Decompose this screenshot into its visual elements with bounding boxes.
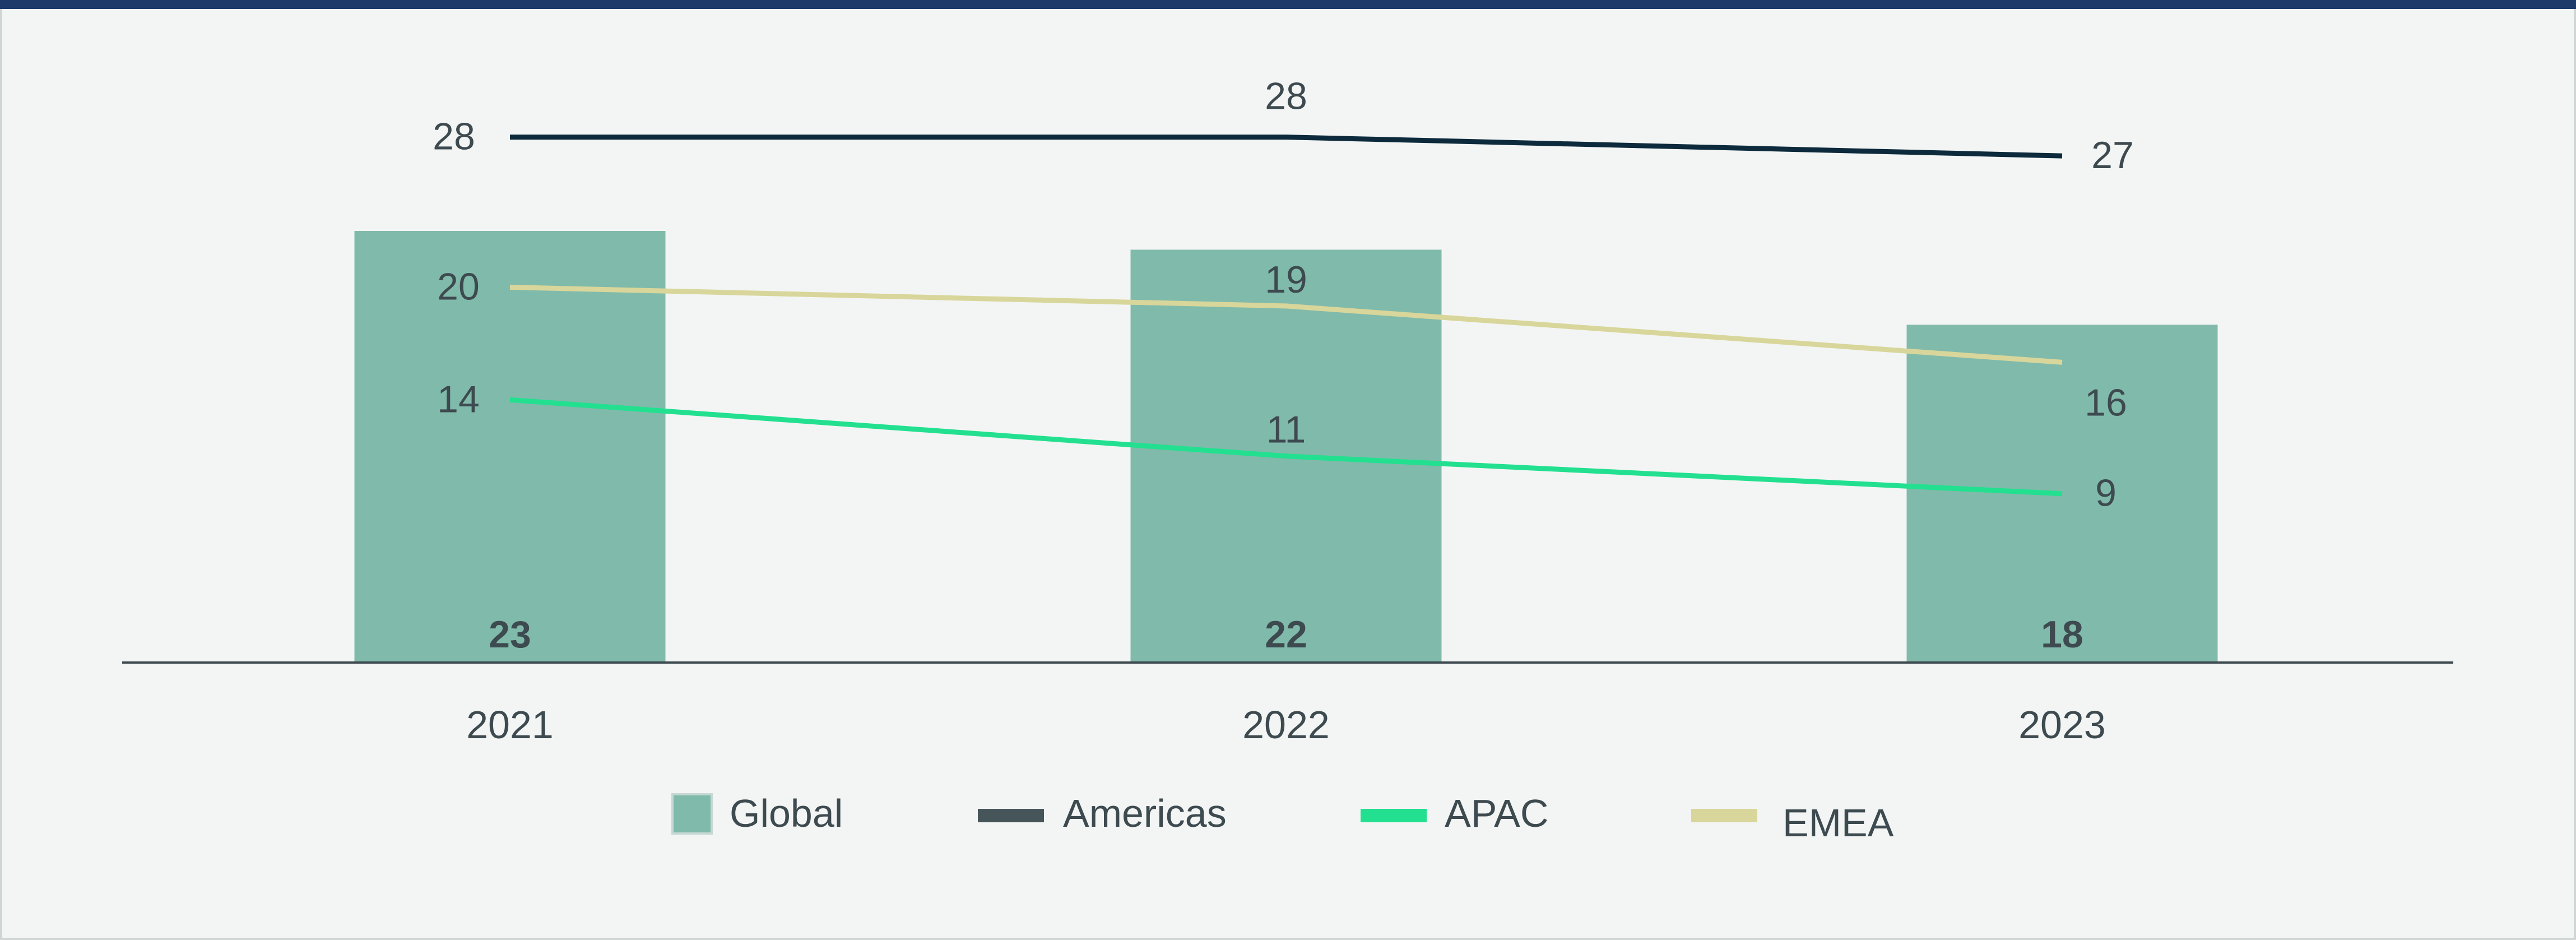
legend-label-global: Global — [730, 791, 843, 835]
line-value-label-apac: 11 — [1266, 409, 1306, 451]
legend-swatch-americas — [978, 809, 1044, 822]
line-value-label-emea: 16 — [2085, 381, 2127, 424]
bar-global-2021 — [354, 231, 666, 663]
bar-value-label: 22 — [1265, 613, 1307, 656]
line-apac — [509, 397, 2063, 497]
legend-swatch-global — [671, 793, 713, 835]
x-tick-label: 2023 — [2018, 703, 2106, 747]
line-emea — [509, 284, 2063, 365]
legend-swatch-emea — [1691, 809, 1757, 822]
x-tick-label: 2021 — [466, 703, 554, 747]
legend-label-apac: APAC — [1445, 791, 1548, 835]
bar-value-label: 23 — [489, 613, 531, 656]
line-value-label-americas: 27 — [2091, 134, 2134, 177]
bar-value-label: 18 — [2041, 613, 2083, 656]
legend-swatch-apac — [1361, 809, 1427, 822]
top-accent-bar — [0, 0, 2576, 9]
x-tick-label: 2022 — [1242, 703, 1330, 747]
line-value-label-emea: 19 — [1265, 258, 1307, 301]
line-value-label-apac: 14 — [437, 378, 480, 420]
line-value-label-americas: 28 — [433, 115, 475, 158]
line-americas — [510, 135, 2063, 159]
line-value-label-apac: 9 — [2095, 472, 2117, 515]
line-value-label-americas: 28 — [1265, 75, 1307, 118]
line-value-label-emea: 20 — [437, 265, 480, 308]
x-tick-labels: 2021 2022 2023 — [466, 703, 2106, 747]
lines-layer — [509, 135, 2063, 497]
legend-label-emea: EMEA — [1783, 801, 1894, 845]
legend: Global Americas APAC EMEA — [671, 791, 1894, 845]
legend-label-americas: Americas — [1063, 791, 1227, 835]
data-labels-layer: 23 22 18 28 28 27 14 11 9 20 19 16 — [433, 75, 2134, 656]
